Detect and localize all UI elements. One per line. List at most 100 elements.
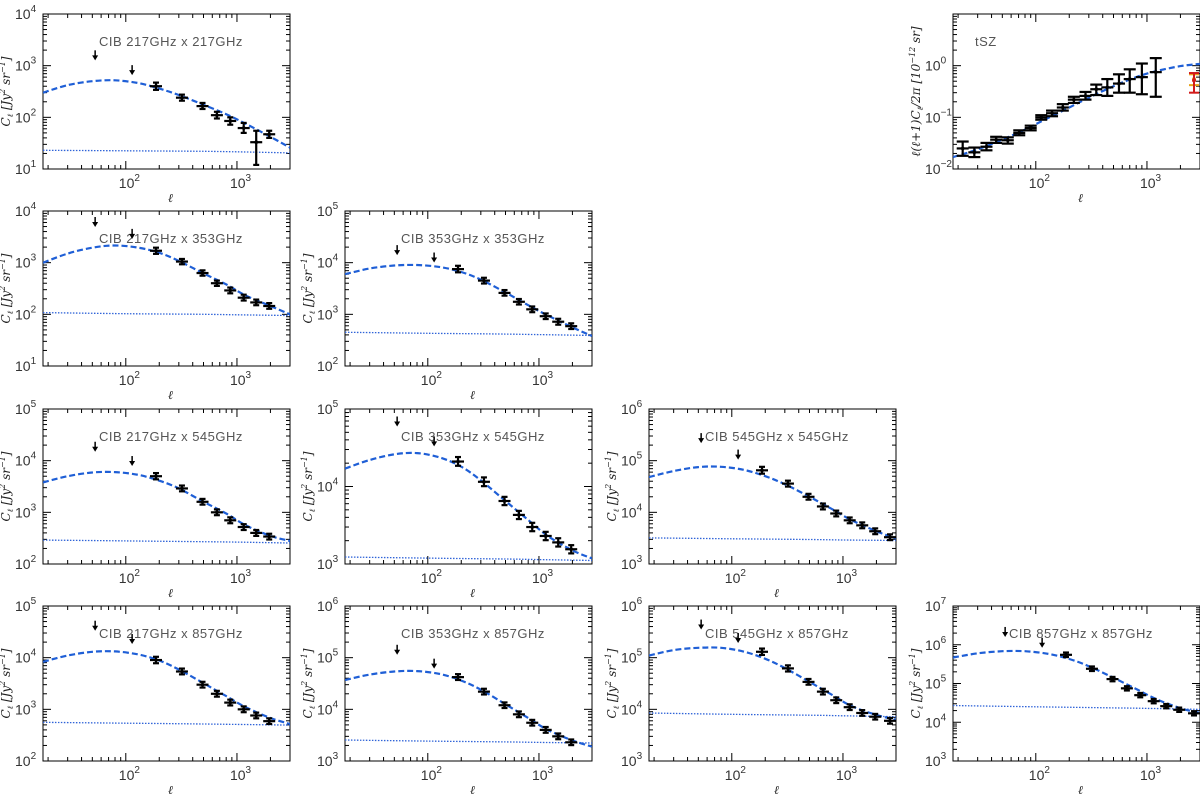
arrow-head (92, 625, 99, 631)
upper-limit-arrow (698, 619, 705, 630)
y-axis-label-part: sr (0, 467, 13, 484)
point-marker (1017, 131, 1022, 135)
shot-noise-curve (43, 721, 290, 726)
data-point (237, 523, 250, 532)
x-tick-exponent: 2 (740, 568, 746, 579)
y-tick-label: 103 (317, 554, 339, 572)
y-tick-label: 104 (317, 699, 339, 717)
y-tick-base: 10 (621, 556, 637, 572)
y-tick-label: 105 (925, 674, 947, 692)
y-tick-exponent: 5 (637, 451, 643, 462)
data-point (843, 516, 856, 525)
y-axis-label-part: ] (301, 253, 315, 259)
y-axis-label-part: ℓ (6, 508, 15, 512)
y-axis-label-part: sr (605, 467, 619, 484)
arrow-head (394, 421, 401, 427)
y-axis-label-part: 2 (0, 681, 7, 687)
y-tick-base: 10 (15, 650, 31, 666)
model-curves (43, 650, 290, 726)
y-tick-exponent: 3 (333, 554, 339, 565)
y-tick-base: 10 (317, 306, 333, 322)
y-tick-base: 10 (925, 753, 941, 769)
data-point (512, 297, 525, 306)
y-tick-label: 106 (925, 635, 947, 653)
data-point (150, 246, 163, 255)
y-axis-label-part: ] (0, 56, 13, 62)
model-total-curve (649, 646, 896, 721)
x-tick-label: 102 (725, 765, 747, 783)
x-tick-exponent: 2 (134, 765, 140, 776)
model-curves (649, 465, 896, 542)
data-point (968, 146, 981, 159)
data-point (250, 528, 263, 537)
y-axis-label-part: sr (0, 664, 13, 681)
data-point (477, 476, 490, 488)
x-tick-label: 103 (836, 765, 858, 783)
y-tick-exponent: 4 (31, 201, 37, 212)
y-axis-label-part: C (301, 314, 315, 323)
panel-title: CIB 217GHz x 353GHz (99, 231, 243, 246)
data-point (210, 110, 223, 120)
y-axis-label-part: −1 (0, 61, 7, 73)
x-tick-exponent: 3 (548, 765, 554, 776)
data-point (250, 711, 263, 720)
y-tick-exponent: 7 (941, 596, 947, 607)
plot-frame (648, 408, 897, 565)
y-axis-label-part: C (0, 117, 13, 126)
point-marker (1090, 666, 1094, 671)
point-marker (154, 84, 158, 89)
x-tick-label: 102 (119, 173, 141, 191)
data-point (224, 116, 237, 126)
data-point (1101, 77, 1114, 97)
data-point (498, 495, 511, 507)
data-point (1134, 691, 1147, 699)
x-tick-base: 10 (230, 767, 246, 783)
data-points (452, 455, 578, 555)
arrow-head (129, 233, 136, 239)
point-marker (972, 150, 977, 155)
y-tick-exponent: 5 (31, 596, 37, 607)
data-point (196, 101, 209, 111)
data-points (956, 57, 1199, 159)
model-curves (345, 669, 592, 748)
x-axis-label: ℓ (470, 586, 475, 600)
x-tick-label: 102 (421, 370, 443, 388)
y-axis-label-part: ℓ (612, 508, 621, 512)
y-tick-label: 103 (15, 699, 37, 717)
y-tick-base: 10 (15, 504, 31, 520)
data-point (539, 725, 552, 734)
model-total-curve (43, 244, 290, 316)
y-tick-exponent: 3 (333, 751, 339, 762)
data-point (1090, 83, 1103, 97)
point-marker (530, 720, 535, 725)
data-point (1106, 675, 1119, 683)
upper-limit-arrow (431, 658, 438, 669)
arrow-head (129, 70, 136, 76)
panel-title: CIB 353GHz x 545GHz (401, 429, 545, 444)
y-tick-exponent: 1 (31, 356, 37, 367)
y-tick-exponent: 1 (31, 159, 37, 170)
y-tick-base: 10 (925, 676, 941, 692)
data-point (237, 293, 250, 302)
data-point (565, 738, 578, 747)
data-point (224, 286, 237, 295)
y-axis-label: Cℓ [Jy2 sr−1] (300, 451, 317, 521)
shot-noise-curve (43, 539, 290, 544)
x-tick-base: 10 (725, 570, 741, 586)
point-marker (760, 468, 764, 473)
point-marker (569, 740, 574, 745)
data-point (1085, 665, 1098, 673)
x-tick-label: 102 (725, 568, 747, 586)
y-axis-label: Cℓ [Jy2 sr−1] (908, 648, 925, 718)
data-point (175, 257, 188, 266)
y-tick-base: 10 (621, 650, 637, 666)
data-point (1046, 109, 1059, 118)
data-point (210, 279, 223, 288)
data-point (175, 667, 188, 676)
point-marker (502, 291, 507, 295)
point-marker (482, 689, 486, 694)
y-tick-exponent: 2 (31, 554, 37, 565)
y-axis-label-part: ] (301, 451, 315, 457)
y-axis-label-part: 2 (604, 484, 613, 490)
